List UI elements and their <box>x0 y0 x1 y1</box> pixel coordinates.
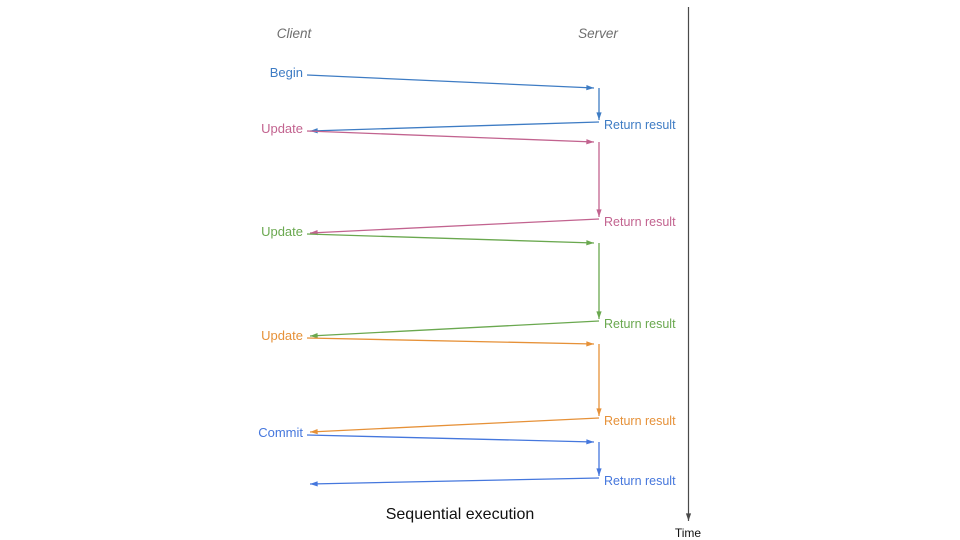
time-axis: Time <box>675 7 702 540</box>
response-arrow <box>309 218 600 236</box>
message-label: Update <box>261 328 303 343</box>
message-label: Commit <box>258 425 303 440</box>
diagram-title: Sequential execution <box>386 506 535 523</box>
time-axis-label: Time <box>675 526 702 540</box>
return-result-label: Return result <box>604 414 676 428</box>
transaction-3-update: Update Return result <box>261 224 676 339</box>
return-result-label: Return result <box>604 317 676 331</box>
return-result-label: Return result <box>604 474 676 488</box>
transaction-5-commit: Commit Return result <box>258 425 676 488</box>
message-label: Update <box>261 121 303 136</box>
request-arrow <box>306 74 595 91</box>
transaction-1-begin: Begin Return result <box>270 65 676 134</box>
response-arrow <box>309 417 600 435</box>
message-label: Begin <box>270 65 303 80</box>
client-column-header: Client <box>277 26 313 41</box>
response-arrow <box>309 121 600 134</box>
return-result-label: Return result <box>604 118 676 132</box>
request-arrow <box>306 337 595 347</box>
request-arrow <box>306 130 595 145</box>
return-result-label: Return result <box>604 215 676 229</box>
response-arrow <box>309 320 600 339</box>
message-label: Update <box>261 224 303 239</box>
request-arrow <box>306 233 595 246</box>
request-arrow <box>306 434 595 445</box>
transaction-4-update: Update Return result <box>261 328 676 435</box>
transaction-2-update: Update Return result <box>261 121 676 236</box>
response-arrow <box>309 477 600 487</box>
server-column-header: Server <box>578 26 618 41</box>
